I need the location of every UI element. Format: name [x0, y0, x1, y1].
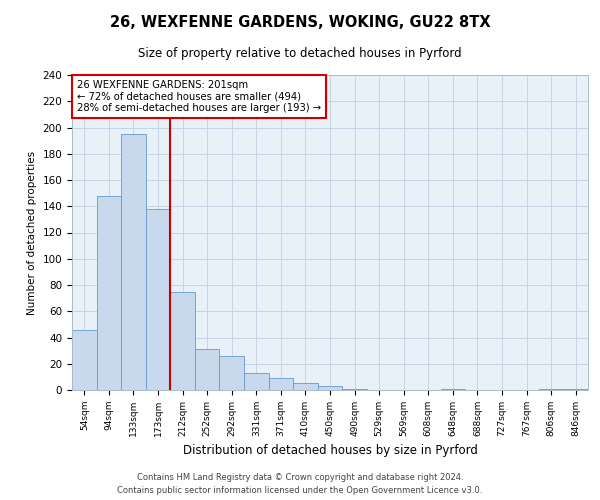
- Bar: [318, 386, 342, 390]
- Bar: [97, 196, 121, 390]
- Bar: [121, 134, 146, 390]
- Text: 26, WEXFENNE GARDENS, WOKING, GU22 8TX: 26, WEXFENNE GARDENS, WOKING, GU22 8TX: [110, 15, 490, 30]
- X-axis label: Distribution of detached houses by size in Pyrford: Distribution of detached houses by size …: [182, 444, 478, 458]
- Bar: [220, 356, 244, 390]
- Text: Contains HM Land Registry data © Crown copyright and database right 2024.: Contains HM Land Registry data © Crown c…: [137, 474, 463, 482]
- Bar: [195, 350, 220, 390]
- Bar: [293, 384, 318, 390]
- Text: 26 WEXFENNE GARDENS: 201sqm
← 72% of detached houses are smaller (494)
28% of se: 26 WEXFENNE GARDENS: 201sqm ← 72% of det…: [77, 80, 321, 113]
- Y-axis label: Number of detached properties: Number of detached properties: [27, 150, 37, 314]
- Bar: [563, 388, 588, 390]
- Bar: [440, 388, 465, 390]
- Bar: [342, 388, 367, 390]
- Text: Contains public sector information licensed under the Open Government Licence v3: Contains public sector information licen…: [118, 486, 482, 495]
- Bar: [539, 388, 563, 390]
- Bar: [170, 292, 195, 390]
- Bar: [269, 378, 293, 390]
- Bar: [244, 373, 269, 390]
- Bar: [72, 330, 97, 390]
- Text: Size of property relative to detached houses in Pyrford: Size of property relative to detached ho…: [138, 48, 462, 60]
- Bar: [146, 209, 170, 390]
